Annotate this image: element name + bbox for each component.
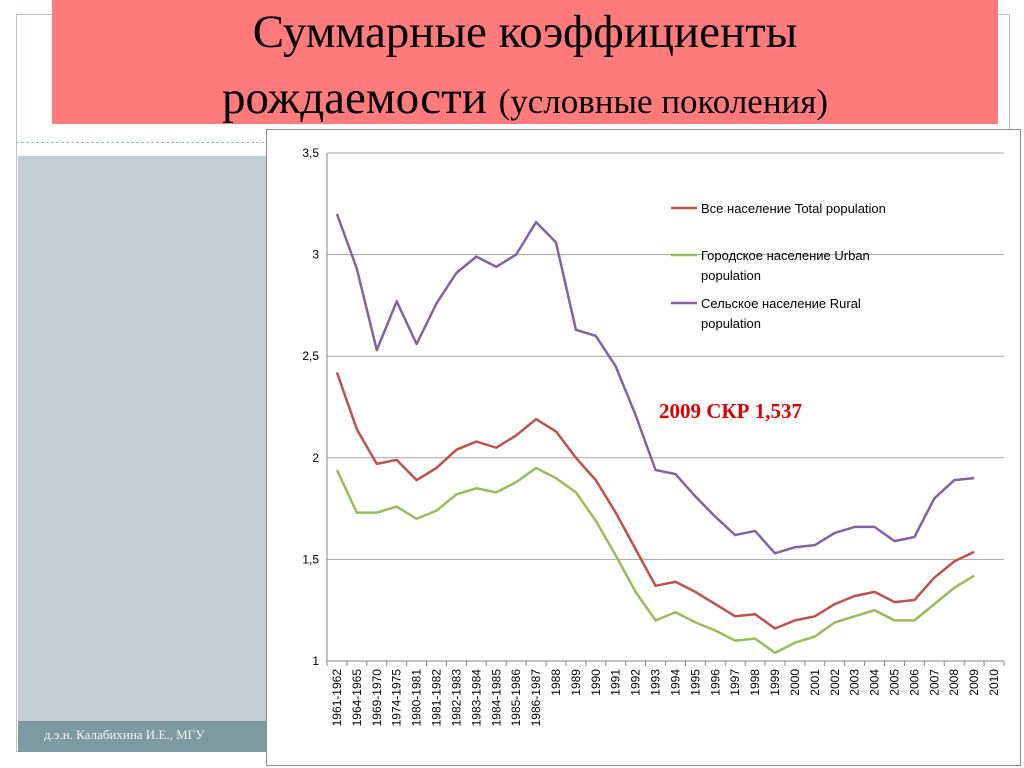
x-tick-label: 1969-1970 (370, 669, 384, 727)
series-line-rural (335, 213, 975, 555)
legend-label-rural: Сельское население Rural (701, 296, 861, 311)
x-tick-label: 2004 (868, 669, 882, 696)
legend: Все население Total population Городское … (671, 201, 886, 331)
x-tick-label: 2002 (828, 669, 842, 696)
x-tick-label: 1984-1985 (489, 669, 503, 727)
series-line-total (335, 372, 975, 630)
x-tick-label: 2003 (848, 669, 862, 696)
y-tick-label: 1 (312, 654, 319, 668)
slide-title-main: рождаемости (221, 72, 487, 124)
x-tick-label: 1990 (589, 669, 603, 696)
x-tick-label: 2010 (987, 669, 1001, 696)
y-tick-label: 3,5 (302, 146, 319, 160)
footer-author: д.э.н. Калабихина И.Е., МГУ (44, 727, 205, 742)
x-tick-label: 1961-1962 (330, 669, 344, 727)
legend-label-total: Все население Total population (701, 201, 886, 216)
x-tick-label: 1986-1987 (529, 669, 543, 727)
x-tick-label: 1989 (569, 669, 583, 696)
legend-label-urban: population (701, 268, 761, 283)
x-tick-label: 1988 (549, 669, 563, 696)
y-tick-label: 1,5 (302, 552, 319, 566)
x-tick-label: 1997 (728, 669, 742, 696)
x-tick-label: 1985-1986 (509, 669, 523, 727)
x-tick-label: 2000 (788, 669, 802, 696)
legend-label-rural: population (701, 316, 761, 331)
y-tick-label: 2,5 (302, 349, 319, 363)
legend-label-urban: Городское население Urban (701, 248, 870, 263)
x-tick-label: 2001 (808, 669, 822, 696)
series-line-urban (335, 466, 975, 655)
x-tick-label: 1974-1975 (390, 669, 404, 727)
annotation-2009-tfr: 2009 СКР 1,537 (659, 399, 802, 423)
slide-title-line2: рождаемости (условные поколения) (52, 70, 998, 130)
chart-container: 1 1,5 2 2,5 3 3,5 1961-1962 1964-1965 1969-1970 1… (266, 129, 1021, 766)
x-tick-label: 1992 (629, 669, 643, 696)
axis-layer: 1 1,5 2 2,5 3 3,5 1961-1962 1964-1965 1969-1970 1… (302, 146, 1005, 727)
y-tick-label: 3 (312, 248, 319, 262)
x-tick-label: 1982-1983 (449, 669, 463, 727)
x-tick-label: 2005 (887, 669, 901, 696)
slide-title-subtitle: (условные поколения) (498, 82, 829, 121)
x-tick-label: 1981-1982 (430, 669, 444, 727)
fertility-line-chart: 1 1,5 2 2,5 3 3,5 1961-1962 1964-1965 1969-1970 1… (302, 146, 1005, 727)
slide-title-line1: Суммарные коэффициенты (252, 6, 798, 58)
x-tick-label: 1983-1984 (469, 669, 483, 727)
x-tick-label: 1996 (708, 669, 722, 696)
x-tick-label: 1998 (748, 669, 762, 696)
series-layer (335, 213, 975, 655)
x-tick-label: 1999 (768, 669, 782, 696)
x-tick-label: 2008 (947, 669, 961, 696)
x-tick-label: 1991 (609, 669, 623, 696)
title-banner: Суммарные коэффициенты рождаемости (усло… (52, 0, 998, 124)
x-tick-label: 1995 (688, 669, 702, 696)
footer-bar (18, 721, 268, 752)
x-tick-label: 2006 (907, 669, 921, 696)
x-tick-label: 1994 (668, 669, 682, 696)
left-side-panel (18, 156, 268, 721)
x-tick-label: 2009 (967, 669, 981, 696)
x-tick-label: 1980-1981 (410, 669, 424, 727)
x-tick-label: 2007 (927, 669, 941, 696)
x-tick-label: 1964-1965 (350, 669, 364, 727)
x-tick-label: 1993 (649, 669, 663, 696)
y-tick-label: 2 (312, 451, 319, 465)
